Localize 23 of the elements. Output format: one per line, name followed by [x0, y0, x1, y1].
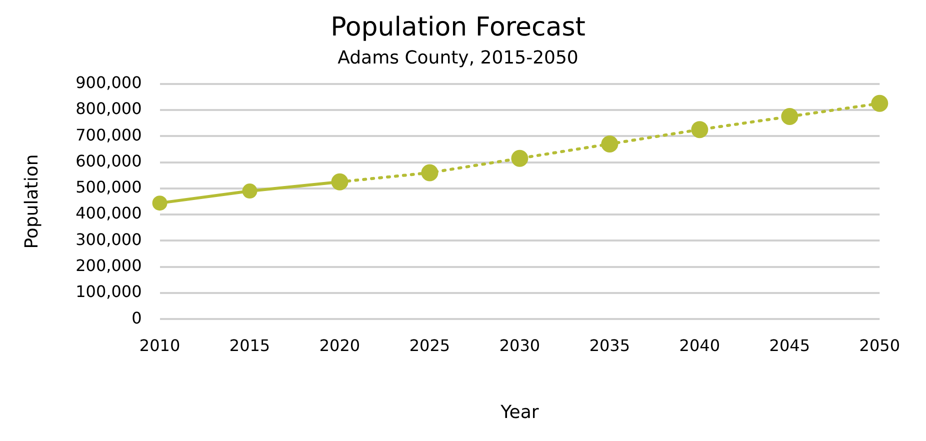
chart-subtitle: Adams County, 2015-2050 [338, 48, 578, 69]
x-tick-label: 2040 [679, 336, 720, 355]
y-tick-label: 900,000 [76, 72, 142, 92]
x-tick-label: 2035 [589, 336, 630, 355]
y-tick-label: 800,000 [76, 99, 142, 118]
x-tick-label: 2010 [139, 336, 180, 355]
y-tick-label: 300,000 [76, 230, 142, 249]
y-tick-label: 400,000 [76, 204, 142, 223]
y-tick-label: 200,000 [76, 256, 142, 276]
y-tick-label: 700,000 [76, 125, 142, 144]
x-tick-label: 2025 [409, 336, 450, 355]
x-axis-title: Year [500, 402, 540, 423]
y-tick-label: 0 [132, 308, 142, 328]
x-tick-label: 2020 [319, 336, 360, 355]
y-axis-title: Population [21, 154, 42, 249]
y-tick-label: 600,000 [76, 151, 142, 170]
chart-title: Population Forecast [330, 12, 586, 42]
y-tick-label: 100,000 [76, 282, 142, 302]
y-tick-label: 500,000 [76, 178, 142, 197]
x-tick-label: 2050 [859, 336, 900, 355]
x-tick-label: 2015 [229, 336, 270, 355]
x-tick-label: 2045 [769, 336, 810, 355]
x-tick-label: 2030 [499, 336, 540, 355]
